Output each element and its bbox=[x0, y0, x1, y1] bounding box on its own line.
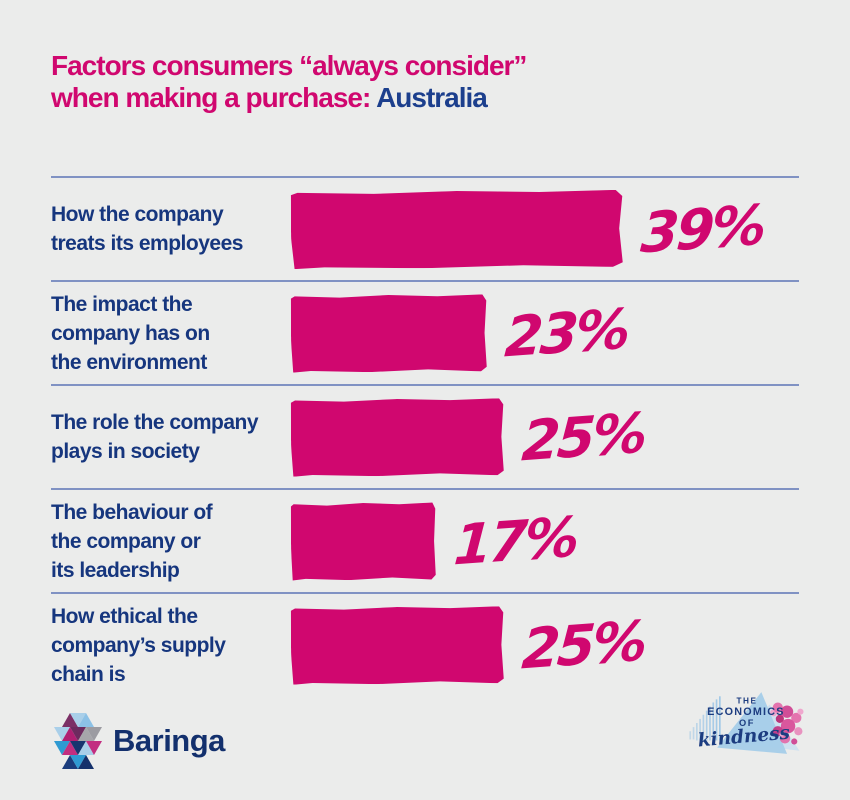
row-label: The impact the company has on the environm… bbox=[51, 292, 210, 374]
baringa-triangles-icon bbox=[54, 713, 102, 769]
bar-value-label: 39% bbox=[638, 192, 766, 266]
row-label: The role the company plays in society bbox=[51, 411, 259, 463]
row-label: The behaviour of the company or its leader… bbox=[51, 500, 213, 582]
chart-row: How ethical the company’s supply chain is … bbox=[51, 592, 799, 696]
baringa-logo: Baringa bbox=[53, 712, 225, 770]
bar bbox=[291, 189, 623, 268]
bar-wrap: 39% bbox=[291, 189, 766, 268]
bar-value-label: 25% bbox=[519, 400, 647, 474]
kindness-triangle-front bbox=[717, 692, 788, 754]
title-line2: when making a purchase: Australia bbox=[51, 82, 526, 114]
bar bbox=[291, 294, 487, 372]
bar-wrap: 23% bbox=[291, 294, 630, 372]
title-line1: Factors consumers “always consider” bbox=[51, 50, 527, 81]
chart-row: The behaviour of the company or its leader… bbox=[51, 488, 799, 592]
bar-value-label: 17% bbox=[451, 504, 579, 578]
row-label: How the company treats its employees bbox=[51, 203, 243, 255]
bar-wrap: 25% bbox=[291, 398, 647, 476]
title-line2-prefix: when making a purchase: bbox=[51, 82, 377, 113]
page-title: Factors consumers “always consider” when… bbox=[51, 50, 527, 114]
bar bbox=[291, 502, 436, 580]
bar-chart: How the company treats its employees 39% … bbox=[51, 176, 799, 696]
bar-wrap: 17% bbox=[291, 502, 579, 580]
kindness-flowers bbox=[770, 702, 804, 745]
chart-row: The role the company plays in society 25% bbox=[51, 384, 799, 488]
row-label: How ethical the company’s supply chain is bbox=[51, 604, 226, 686]
chart-row: The impact the company has on the environm… bbox=[51, 280, 799, 384]
bar-value-label: 25% bbox=[519, 608, 647, 682]
kindness-stripes bbox=[689, 696, 721, 741]
bar-wrap: 25% bbox=[291, 606, 647, 684]
kindness-text-of: OF bbox=[739, 718, 755, 728]
kindness-text-the: THE bbox=[736, 696, 757, 705]
kindness-logo: THE ECONOMICS OF kindness bbox=[687, 686, 809, 760]
kindness-text-economics: ECONOMICS bbox=[707, 706, 785, 718]
kindness-logo-icon: THE ECONOMICS OF kindness bbox=[689, 692, 804, 754]
chart-row: How the company treats its employees 39% bbox=[51, 176, 799, 280]
baringa-wordmark: Baringa bbox=[113, 723, 225, 758]
title-country: Australia bbox=[376, 82, 488, 113]
bar bbox=[291, 398, 504, 476]
bar-value-label: 23% bbox=[502, 296, 630, 370]
bar bbox=[291, 606, 504, 684]
